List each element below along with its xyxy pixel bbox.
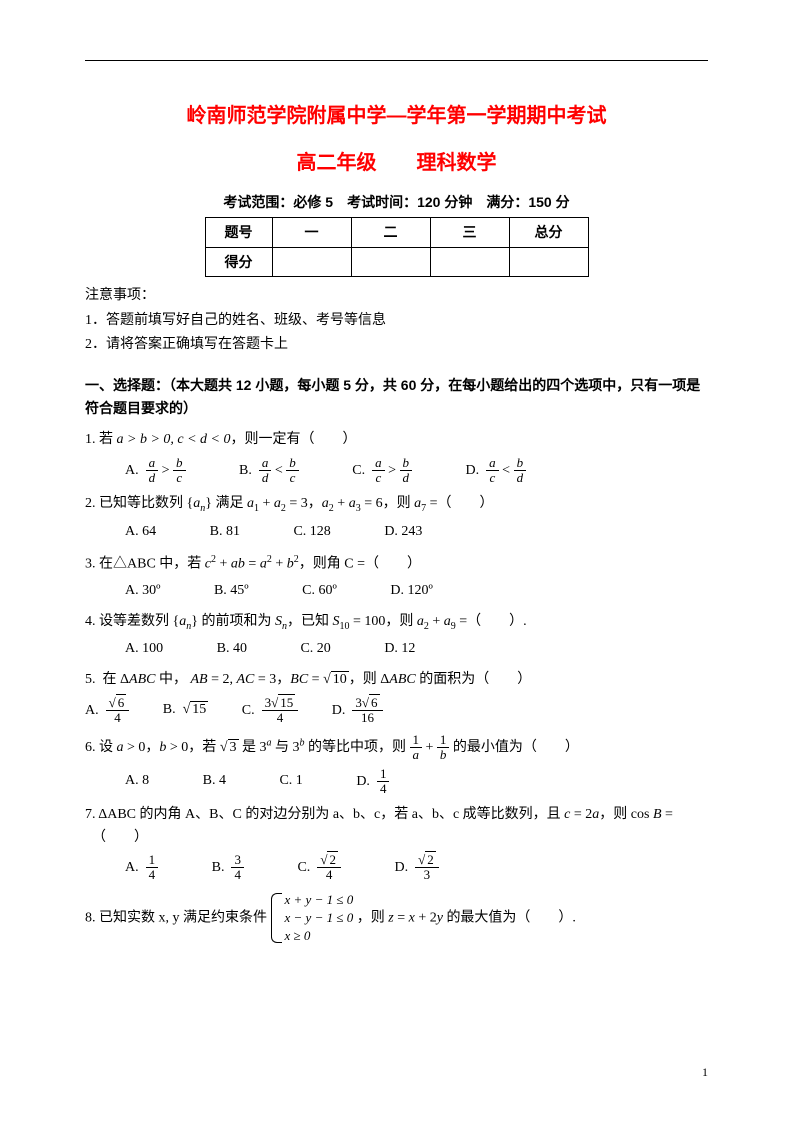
q1-option-b: B. ad < bc: [239, 456, 299, 486]
question-6: 6. 设 a > 0，b > 0，若 3 是 3a 与 3b 的等比中项，则 1…: [85, 733, 708, 763]
q1-stem-post: ，则一定有（ ）: [231, 432, 357, 447]
q2-option-c: C. 128: [293, 521, 330, 543]
q4-option-d: D. 12: [384, 638, 415, 660]
q8-line3: x ≥ 0: [285, 927, 354, 945]
q5-option-a: A. 64: [85, 696, 129, 726]
header-cell: 三: [430, 218, 509, 247]
question-3: 3. 在△ABC 中，若 c2 + ab = a2 + b2，则角 C =（ ）: [85, 552, 708, 576]
q8-stem-post: ，则 z = x + 2y 的最大值为（ ）.: [357, 910, 576, 925]
top-rule: [85, 60, 708, 61]
q1-option-c: C. ac > bd: [352, 456, 412, 486]
q7-option-b: B. 34: [212, 853, 244, 883]
q1-stem-pre: 1. 若: [85, 432, 117, 447]
q2-option-b: B. 81: [210, 521, 240, 543]
score-cell: [430, 247, 509, 276]
notes-heading: 注意事项：: [85, 285, 708, 307]
main-title: 岭南师范学院附属中学—学年第一学期期中考试: [85, 100, 708, 132]
q7-option-a: A. 14: [125, 853, 158, 883]
q3-option-a: A. 30º: [125, 580, 160, 602]
header-cell: 总分: [509, 218, 588, 247]
table-row: 得分: [205, 247, 588, 276]
q1-option-d: D. ac < bd: [466, 456, 527, 486]
q5-options: A. 64 B. 15 C. 3154 D. 3616: [85, 696, 708, 726]
q6-option-d: D. 14: [356, 767, 389, 797]
q1-option-a: A. ad > bc: [125, 456, 186, 486]
question-7: 7. ΔABC 的内角 A、B、C 的对边分别为 a、b、c，若 a、b、c 成…: [85, 804, 708, 849]
q7-options: A. 14 B. 34 C. 24 D. 23: [85, 853, 708, 883]
header-cell: 二: [351, 218, 430, 247]
score-cell: [351, 247, 430, 276]
q2-options: A. 64 B. 81 C. 128 D. 243: [85, 521, 708, 544]
q4-option-c: C. 20: [300, 638, 330, 660]
q7-option-d: D. 23: [394, 853, 438, 883]
q8-line1: x + y − 1 ≤ 0: [285, 891, 354, 909]
q1-cond: a > b > 0, c < d < 0: [117, 432, 231, 447]
exam-info: 考试范围：必修 5 考试时间：120 分钟 满分：150 分: [85, 191, 708, 213]
notes-line: 2．请将答案正确填写在答题卡上: [85, 334, 708, 356]
sub-title: 高二年级 理科数学: [85, 147, 708, 179]
score-table: 题号 一 二 三 总分 得分: [205, 217, 589, 277]
q3-option-b: B. 45º: [214, 580, 249, 602]
q2-option-d: D. 243: [384, 521, 422, 543]
q8-stem-pre: 8. 已知实数 x, y 满足约束条件: [85, 910, 271, 925]
q4-option-b: B. 40: [217, 638, 247, 660]
q3-option-c: C. 60º: [302, 580, 337, 602]
q5-option-c: C. 3154: [242, 696, 298, 726]
score-cell: [509, 247, 588, 276]
q3-option-d: D. 120º: [390, 580, 432, 602]
q4-option-a: A. 100: [125, 638, 163, 660]
q3-options: A. 30º B. 45º C. 60º D. 120º: [85, 580, 708, 603]
q5-option-d: D. 3616: [332, 696, 383, 726]
q5-option-b: B. 15: [163, 699, 209, 721]
notes-line: 1．答题前填写好自己的姓名、班级、考号等信息: [85, 310, 708, 332]
header-cell: 一: [272, 218, 351, 247]
page-number: 1: [702, 1063, 708, 1082]
question-1: 1. 若 a > b > 0, c < d < 0，则一定有（ ）: [85, 429, 708, 451]
header-cell: 题号: [205, 218, 272, 247]
question-5: 5. 在 ΔABC 中， AB = 2, AC = 3，BC = 10，则 ΔA…: [85, 669, 708, 691]
q6-option-a: A. 8: [125, 770, 149, 792]
q6-option-c: C. 1: [279, 770, 302, 792]
question-4: 4. 设等差数列 {an} 的前项和为 Sn，已知 S10 = 100，则 a2…: [85, 611, 708, 635]
q4-options: A. 100 B. 40 C. 20 D. 12: [85, 638, 708, 661]
q6-option-b: B. 4: [203, 770, 226, 792]
q8-line2: x − y − 1 ≤ 0: [285, 909, 354, 927]
question-2: 2. 已知等比数列 {an} 满足 a1 + a2 = 3，a2 + a3 = …: [85, 493, 708, 517]
q1-options: A. ad > bc B. ad < bc C. ac > bd D. ac <…: [85, 456, 708, 486]
q8-constraint-system: x + y − 1 ≤ 0 x − y − 1 ≤ 0 x ≥ 0: [271, 891, 354, 946]
score-cell: [272, 247, 351, 276]
q6-options: A. 8 B. 4 C. 1 D. 14: [85, 767, 708, 797]
q2-option-a: A. 64: [125, 521, 156, 543]
table-row: 题号 一 二 三 总分: [205, 218, 588, 247]
q7-option-c: C. 24: [297, 853, 340, 883]
section-title: 一、选择题：（本大题共 12 小题，每小题 5 分，共 60 分，在每小题给出的…: [85, 374, 708, 419]
question-8: 8. 已知实数 x, y 满足约束条件 x + y − 1 ≤ 0 x − y …: [85, 891, 708, 946]
row-label: 得分: [205, 247, 272, 276]
